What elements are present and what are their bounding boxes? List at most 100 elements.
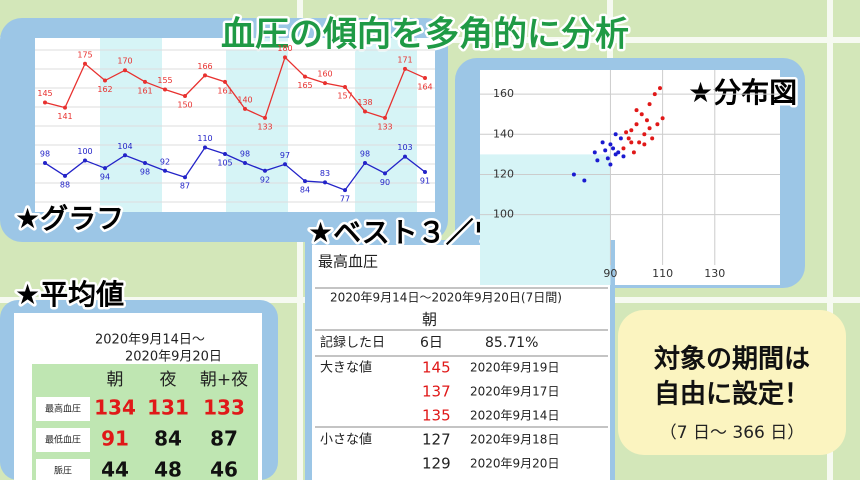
- scatter-point: [621, 146, 626, 151]
- value-label: 103: [397, 143, 412, 152]
- row-label: 小さな値: [320, 432, 372, 448]
- scatter-point: [642, 142, 647, 147]
- date: 2020年9月17日: [470, 385, 559, 399]
- period: 2020年9月20日: [125, 350, 222, 365]
- average-value: 44: [101, 458, 129, 480]
- point: [123, 153, 127, 158]
- value-label: 161: [137, 86, 152, 95]
- scatter-point: [647, 102, 652, 107]
- column-header: 夜: [160, 370, 177, 390]
- value-label: 170: [117, 57, 132, 66]
- heading: 最高血圧: [318, 253, 378, 271]
- promo-panel: [618, 310, 846, 455]
- point: [143, 161, 147, 166]
- point: [83, 158, 87, 163]
- point: [163, 87, 167, 92]
- scatter-point: [652, 92, 657, 97]
- value-label: 155: [157, 76, 172, 85]
- point: [363, 161, 367, 166]
- series-line: [44, 146, 426, 191]
- rate: 85.71%: [485, 335, 538, 351]
- point: [403, 66, 407, 71]
- point: [323, 81, 327, 86]
- point: [63, 105, 67, 110]
- scatter-point: [618, 136, 623, 141]
- scatter-point: [660, 116, 665, 121]
- point: [183, 175, 187, 180]
- scatter-label: ★分布図: [688, 76, 797, 109]
- scatter-point: [634, 122, 639, 127]
- scatter-point: [634, 108, 639, 113]
- scatter-point: [611, 146, 616, 151]
- scatter-point: [592, 150, 597, 155]
- point: [423, 170, 427, 175]
- promo-note: （7 日～ 366 日）: [660, 423, 804, 443]
- value-label: 97: [280, 151, 290, 160]
- point: [383, 171, 387, 176]
- value-label: 141: [57, 112, 72, 121]
- scatter-point: [600, 140, 605, 145]
- value-label: 105: [217, 159, 232, 168]
- point: [403, 154, 407, 159]
- point: [63, 173, 67, 178]
- average-value: 87: [210, 427, 238, 451]
- row-label: 最高血圧: [45, 403, 81, 415]
- value-label: 133: [377, 122, 392, 131]
- point: [243, 106, 247, 111]
- scatter-point: [608, 162, 613, 167]
- value: 137: [422, 383, 451, 401]
- value: 145: [422, 359, 451, 377]
- y-tick-label: 120: [493, 167, 514, 180]
- scatter-point: [644, 118, 649, 123]
- value-label: 110: [197, 134, 212, 143]
- scatter-point: [571, 172, 576, 177]
- x-tick-label: 130: [704, 267, 725, 280]
- average-value: 46: [210, 458, 238, 480]
- date: 2020年9月18日: [470, 433, 559, 447]
- scatter-point: [639, 112, 644, 117]
- column-header: 朝+夜: [200, 370, 248, 390]
- y-tick-label: 160: [493, 87, 514, 100]
- average-value: 84: [154, 427, 182, 451]
- value-label: 180: [277, 44, 292, 53]
- point: [243, 161, 247, 166]
- y-tick-label: 100: [493, 208, 514, 221]
- point: [283, 162, 287, 167]
- scatter-point: [582, 178, 587, 183]
- scatter-point: [626, 136, 631, 141]
- value-label: 171: [397, 55, 412, 64]
- value-label: 165: [297, 81, 312, 90]
- point: [423, 75, 427, 80]
- point: [263, 168, 267, 173]
- average-label: ★平均値: [15, 278, 124, 311]
- value-label: 175: [77, 50, 92, 59]
- value-label: 92: [260, 175, 270, 184]
- average-value: 134: [94, 396, 136, 420]
- promo-text: 自由に設定！: [654, 379, 810, 410]
- average-value: 131: [147, 396, 189, 420]
- row-label: 最低血圧: [45, 434, 81, 446]
- average-value: 133: [203, 396, 245, 420]
- date: 2020年9月19日: [470, 361, 559, 375]
- period: 2020年9月14日～: [95, 333, 205, 348]
- value: 129: [422, 455, 451, 473]
- value-label: 133: [257, 122, 272, 131]
- point: [43, 100, 47, 105]
- days: 6日: [420, 335, 443, 351]
- scatter-point: [603, 148, 608, 153]
- scatter-point: [631, 150, 636, 155]
- promo-text: 対象の期間は: [654, 344, 810, 375]
- point: [343, 84, 347, 89]
- point: [223, 152, 227, 156]
- point: [43, 161, 47, 166]
- column-header: 朝: [107, 370, 124, 390]
- value-label: 150: [177, 101, 192, 110]
- y-tick-label: 140: [493, 127, 514, 140]
- value-label: 98: [140, 168, 150, 177]
- graph-label: ★グラフ: [15, 202, 124, 235]
- point: [323, 180, 327, 185]
- value-label: 84: [300, 186, 310, 195]
- scatter-point: [647, 126, 652, 131]
- scatter-point: [621, 154, 626, 159]
